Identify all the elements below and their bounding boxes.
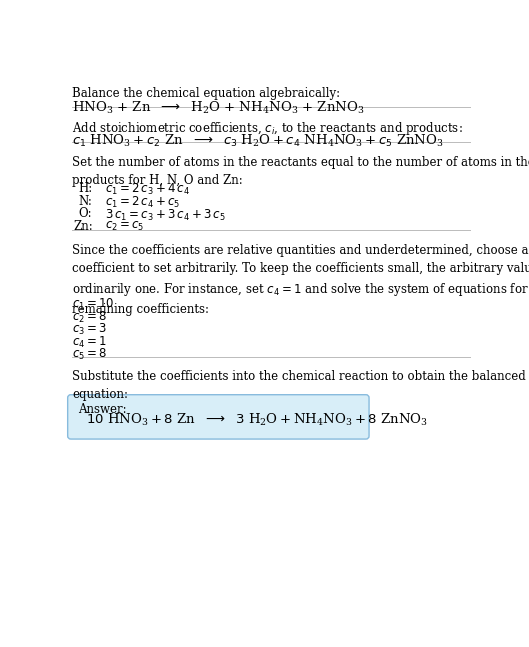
Text: $c_2 = c_5$: $c_2 = c_5$ [105, 220, 144, 233]
Text: Set the number of atoms in the reactants equal to the number of atoms in the
pro: Set the number of atoms in the reactants… [72, 155, 529, 186]
Text: N:: N: [78, 195, 93, 208]
Text: $c_2 = 8$: $c_2 = 8$ [72, 309, 107, 325]
Text: $c_1\ \mathdefault{HNO_3} + c_2\ \mathdefault{Zn}$  $\longrightarrow$  $c_3\ \ma: $c_1\ \mathdefault{HNO_3} + c_2\ \mathde… [72, 133, 444, 149]
Text: Balance the chemical equation algebraically:: Balance the chemical equation algebraica… [72, 87, 341, 100]
Text: Zn:: Zn: [73, 220, 93, 233]
Text: Since the coefficients are relative quantities and underdetermined, choose a
coe: Since the coefficients are relative quan… [72, 244, 529, 316]
Text: $c_5 = 8$: $c_5 = 8$ [72, 347, 107, 362]
Text: $c_4 = 1$: $c_4 = 1$ [72, 334, 107, 349]
Text: H:: H: [78, 182, 93, 195]
Text: Answer:: Answer: [78, 403, 127, 416]
Text: O:: O: [78, 208, 92, 221]
FancyBboxPatch shape [68, 395, 369, 439]
Text: $c_1 = 2\,c_3 + 4\,c_4$: $c_1 = 2\,c_3 + 4\,c_4$ [105, 182, 190, 197]
Text: $\mathdefault{HNO_3}$ $+$ $\mathdefault{Zn}$  $\longrightarrow$  $\mathdefault{H: $\mathdefault{HNO_3}$ $+$ $\mathdefault{… [72, 100, 364, 116]
Text: $c_3 = 3$: $c_3 = 3$ [72, 322, 107, 337]
Text: Substitute the coefficients into the chemical reaction to obtain the balanced
eq: Substitute the coefficients into the che… [72, 370, 526, 401]
Text: $c_1 = 2\,c_4 + c_5$: $c_1 = 2\,c_4 + c_5$ [105, 195, 180, 210]
Text: Add stoichiometric coefficients, $c_i$, to the reactants and products:: Add stoichiometric coefficients, $c_i$, … [72, 120, 463, 137]
Text: $10\ \mathdefault{HNO_3} + 8\ \mathdefault{Zn}$  $\longrightarrow$  $3\ \mathdef: $10\ \mathdefault{HNO_3} + 8\ \mathdefau… [86, 412, 428, 428]
Text: $3\,c_1 = c_3 + 3\,c_4 + 3\,c_5$: $3\,c_1 = c_3 + 3\,c_4 + 3\,c_5$ [105, 208, 225, 223]
Text: $c_1 = 10$: $c_1 = 10$ [72, 297, 115, 312]
